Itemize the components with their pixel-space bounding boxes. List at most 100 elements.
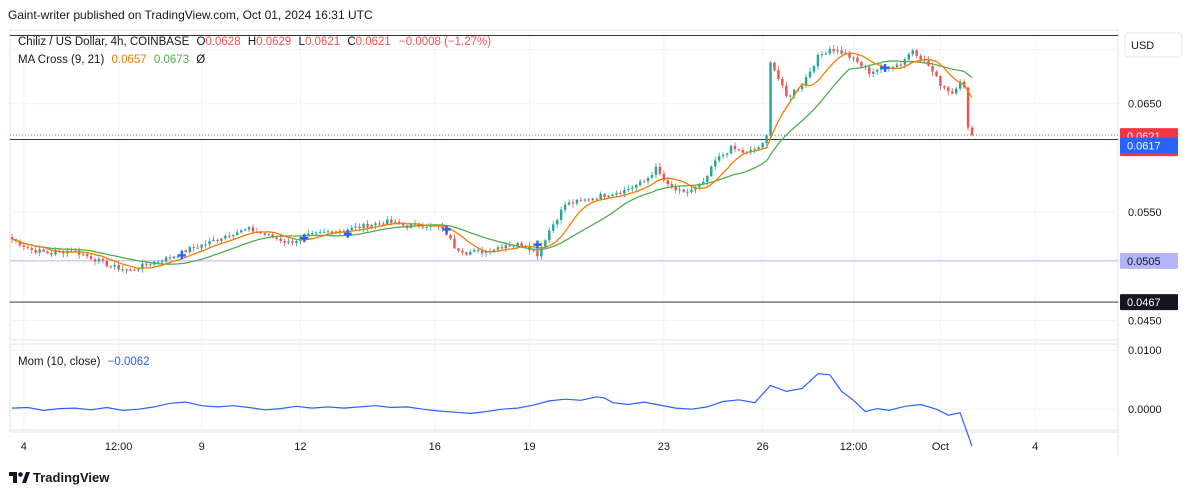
candle — [737, 148, 741, 152]
candle — [184, 249, 188, 253]
candle — [196, 243, 199, 249]
candle — [769, 60, 772, 138]
candle — [555, 218, 559, 229]
candle — [836, 46, 839, 55]
price-badge: 0.0467 — [1120, 294, 1178, 311]
candle — [567, 199, 571, 206]
candle — [765, 133, 768, 146]
tradingview-logo[interactable]: TradingView — [9, 470, 110, 485]
price-badge: 0.0617 — [1120, 137, 1178, 154]
candle — [204, 239, 207, 249]
price-badge-value: 0.0505 — [1127, 256, 1161, 268]
momentum-pane[interactable] — [9, 343, 1119, 431]
candle — [350, 225, 353, 231]
momentum-tick-label: 0.0000 — [1128, 404, 1162, 416]
candle — [168, 254, 172, 261]
candle — [733, 142, 737, 153]
candle — [682, 188, 685, 193]
candle — [22, 243, 26, 251]
candle — [548, 227, 551, 244]
time-tick-label: 4 — [1032, 441, 1038, 453]
candle — [188, 245, 191, 255]
candle — [559, 206, 563, 224]
candle — [34, 245, 37, 255]
candle — [425, 223, 429, 231]
candle — [875, 68, 879, 76]
candle — [263, 232, 267, 237]
symbol-legend[interactable]: Chiliz / US Dollar, 4h, COINBASE O0.0628… — [18, 36, 491, 48]
ohlc-high: H — [248, 36, 256, 48]
publisher-line: Gaint-writer published on TradingView.co… — [8, 8, 373, 22]
candle — [42, 247, 45, 253]
candle — [473, 247, 476, 253]
candle — [220, 237, 223, 244]
candle — [18, 239, 22, 248]
candle — [287, 238, 290, 245]
vertical-gridlines — [23, 30, 1036, 430]
candle — [595, 197, 598, 201]
ma-cross-marker — [533, 240, 542, 249]
candle — [362, 222, 365, 233]
candle — [907, 52, 911, 63]
candle — [591, 197, 594, 202]
candle — [129, 267, 132, 272]
time-axis[interactable]: 4 12:00 9 12 16 19 23 26 12:00 Oct 4 — [21, 441, 1038, 453]
candle — [97, 255, 101, 265]
candle — [749, 146, 752, 155]
candle — [631, 185, 634, 192]
candle — [911, 48, 914, 57]
candle — [832, 44, 835, 55]
currency-button[interactable]: USD — [1124, 32, 1183, 58]
candle — [200, 243, 203, 252]
candle — [939, 75, 942, 90]
candle — [753, 146, 756, 154]
ma-legend[interactable]: MA Cross (9, 21) 0.0657 0.0673 Ø — [18, 54, 205, 66]
horizontal-gridlines — [10, 49, 1118, 410]
momentum-legend[interactable]: Mom (10, close) −0.0062 — [18, 356, 150, 368]
candle — [820, 50, 824, 59]
time-tick-label: 16 — [429, 441, 441, 453]
ma-visibility-icon[interactable]: Ø — [196, 54, 205, 66]
ohlc-open: O — [196, 36, 205, 48]
candle — [235, 229, 239, 236]
ma-cross-marker — [881, 63, 890, 72]
horizontal-levels[interactable] — [10, 34, 1118, 303]
candle — [239, 228, 243, 234]
ma-cross-marker — [343, 229, 352, 238]
ohlc-low: L — [299, 36, 306, 48]
candle — [449, 233, 452, 241]
price-badge-value: 0.0617 — [1127, 140, 1161, 152]
candle — [654, 163, 658, 179]
candle — [710, 165, 713, 178]
candle — [192, 243, 195, 252]
candle — [686, 188, 689, 197]
candle — [634, 183, 638, 192]
ohlc-open-value: 0.0628 — [205, 36, 240, 48]
candle — [532, 249, 535, 253]
time-tick-label: 19 — [523, 441, 535, 453]
time-tick-label: Oct — [932, 441, 949, 453]
ohlc-change: −0.0008 (−1.27%) — [399, 36, 491, 48]
candle — [149, 263, 152, 268]
ma-cross-marker — [300, 234, 309, 243]
candle — [552, 220, 555, 234]
momentum-axis[interactable]: 0.0100 0.0000 — [1128, 345, 1162, 416]
candle — [453, 234, 456, 249]
candle — [156, 259, 160, 264]
candle — [125, 268, 128, 274]
ma-slow-value: 0.0673 — [154, 54, 189, 66]
candle — [374, 221, 377, 230]
candle — [619, 190, 622, 195]
candle — [318, 228, 322, 234]
candle — [856, 54, 859, 64]
candle — [860, 60, 863, 68]
ohlc-low-value: 0.0621 — [305, 36, 340, 48]
candle — [228, 231, 231, 239]
ohlc-close-value: 0.0621 — [356, 36, 391, 48]
candle — [607, 194, 610, 198]
candle — [93, 257, 97, 266]
candle — [322, 228, 326, 234]
candle — [658, 162, 662, 176]
